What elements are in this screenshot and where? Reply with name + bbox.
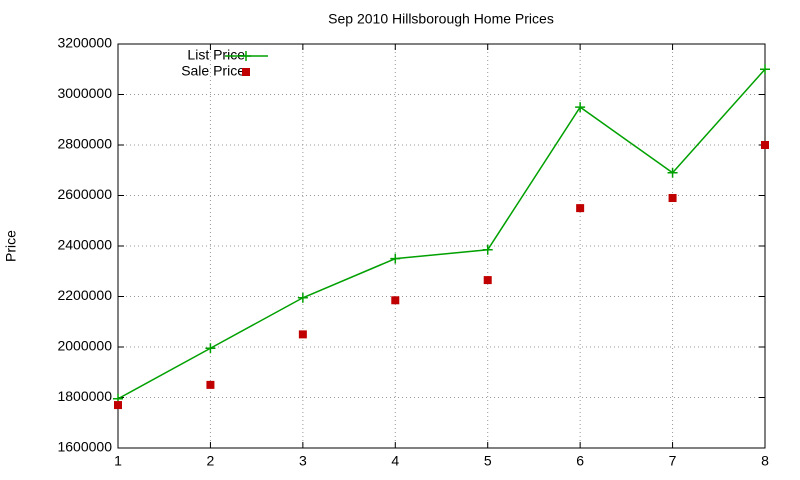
legend-marker (241, 51, 251, 61)
y-tick-label: 2200000 (57, 287, 112, 303)
point-marker (761, 141, 769, 149)
legend-marker (242, 68, 250, 76)
point-marker (668, 194, 677, 203)
x-tick-label: 4 (391, 453, 399, 469)
point-marker (298, 330, 307, 339)
point-marker (576, 204, 585, 213)
x-tick-label: 5 (484, 453, 492, 469)
legend-label: List Price (187, 47, 245, 63)
point-marker (297, 292, 308, 303)
point-marker (760, 64, 770, 75)
point-marker (205, 343, 216, 354)
legend-label: Sale Price (181, 63, 245, 79)
y-tick-label: 2000000 (57, 338, 112, 354)
y-tick-label: 2400000 (57, 237, 112, 253)
point-marker (482, 244, 493, 255)
point-marker (667, 167, 678, 178)
point-marker (575, 102, 586, 113)
chart-title: Sep 2010 Hillsborough Home Prices (328, 11, 554, 27)
x-tick-label: 1 (114, 453, 122, 469)
point-marker (391, 296, 400, 305)
y-tick-label: 2800000 (57, 136, 112, 152)
y-tick-label: 2600000 (57, 186, 112, 202)
y-tick-label: 3000000 (57, 85, 112, 101)
x-tick-label: 3 (299, 453, 307, 469)
point-marker (206, 380, 215, 389)
y-tick-label: 1600000 (57, 439, 112, 455)
point-marker (483, 276, 492, 285)
point-marker (390, 253, 401, 264)
plot-border (117, 43, 766, 449)
x-tick-label: 2 (207, 453, 215, 469)
y-axis-label: Price (3, 230, 19, 262)
point-marker (114, 401, 122, 410)
x-tick-label: 6 (576, 453, 584, 469)
x-tick-label: 8 (761, 453, 769, 469)
x-tick-label: 7 (669, 453, 677, 469)
y-tick-label: 3200000 (57, 35, 112, 51)
series-line (117, 68, 766, 400)
y-tick-label: 1800000 (57, 388, 112, 404)
